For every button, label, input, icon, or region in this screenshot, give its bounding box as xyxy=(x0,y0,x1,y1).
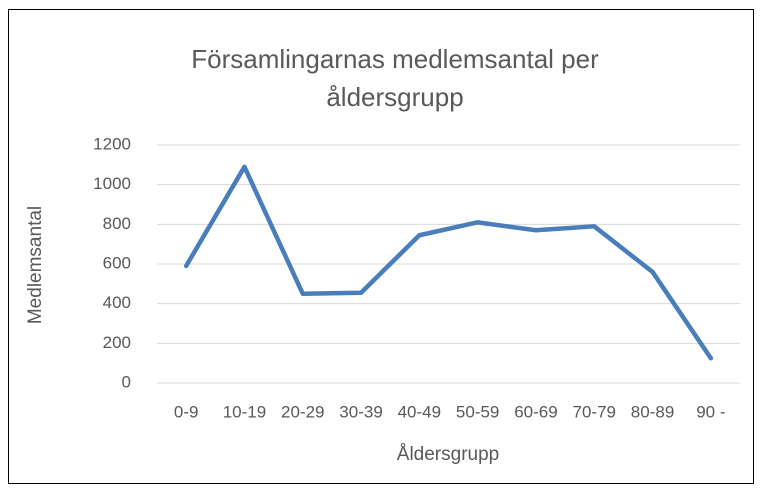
y-tick-label: 1200 xyxy=(93,134,131,153)
data-line xyxy=(183,164,714,361)
x-tick-label: 90 - xyxy=(696,402,725,421)
chart-border xyxy=(8,9,754,484)
x-tick-label: 60-69 xyxy=(514,402,557,421)
y-tick-label: 1000 xyxy=(93,174,131,193)
x-tick-label: 20-29 xyxy=(281,402,324,421)
chart-title: Församlingarnas medlemsantal per åldersg… xyxy=(191,44,599,112)
x-tick-label: 70-79 xyxy=(573,402,616,421)
x-tick-label: 0-9 xyxy=(174,402,199,421)
x-axis-label: Åldersgrupp xyxy=(397,444,499,465)
y-axis-label: Medlemsantal xyxy=(25,206,46,324)
y-tick-label: 400 xyxy=(103,293,131,312)
x-tick-label: 40-49 xyxy=(398,402,441,421)
y-tick-label: 800 xyxy=(103,214,131,233)
x-tick-label: 30-39 xyxy=(339,402,382,421)
y-tick-label: 0 xyxy=(122,372,131,391)
x-tick-label: 10-19 xyxy=(223,402,266,421)
x-tick-label: 50-59 xyxy=(456,402,499,421)
y-tick-label: 200 xyxy=(103,333,131,352)
x-tick-label: 80-89 xyxy=(631,402,674,421)
y-tick-label: 600 xyxy=(103,253,131,272)
